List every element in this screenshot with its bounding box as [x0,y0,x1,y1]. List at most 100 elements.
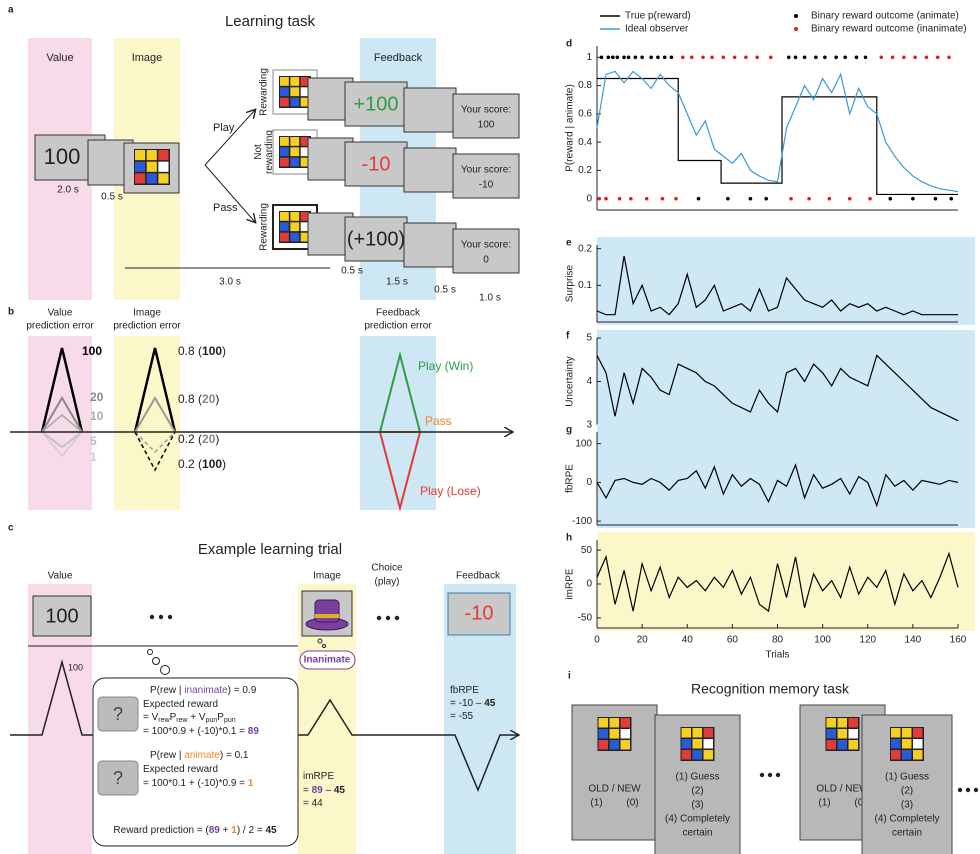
outcome-dot [868,197,872,201]
confidence-option: (4) Completely [665,814,730,825]
phase-header: Feedback [456,571,501,582]
label-part: 100 [202,344,222,358]
label-part: = 100*0.9 + (-10)*0.1 = [143,726,248,737]
outcome-dot [803,56,807,60]
y-tick-label: 5 [586,333,592,344]
label-part: ) = 0.1 [220,750,249,761]
cube-cell [838,718,848,728]
imrpe-line: = 44 [303,798,323,809]
outcome-dot [663,56,667,60]
cube-cell [849,718,859,728]
x-tick-label: 80 [772,635,784,646]
cube-cell [280,87,289,96]
panel-label: c [8,523,14,534]
legend-label: Binary reward outcome (animate) [811,11,959,22]
phase-header: Image [132,52,163,64]
cube-cell [693,739,703,749]
y-tick-label: 0.2 [578,243,592,254]
ellipsis-dot [768,773,772,777]
outcome-dot [604,197,608,201]
label-part: 1 [248,778,254,789]
outcome-dot [879,56,883,60]
outcome-dot [640,56,644,60]
outcome-dot [690,56,694,60]
outcome-dot [889,197,893,201]
phase-header: Value [48,571,73,582]
confidence-option: certain [892,828,922,839]
outcome-text: +100 [353,93,398,115]
unknown-icon-text: ? [113,768,123,788]
legend-symbol [794,27,798,31]
y-tick-label: 4 [586,376,592,387]
duration: 0.5 s [101,192,123,203]
label-part: Expected reward [143,764,218,775]
phase-header: Value [46,52,73,64]
score-value: 100 [478,120,495,131]
choice-arrow [205,110,255,165]
cube-cell [599,729,609,739]
fbrpe-line: = -55 [450,711,474,722]
label-part: = -10 – [450,698,484,709]
peak-label: 100 [68,662,83,672]
phase-header: Choice [371,563,403,574]
ellipsis-dot [974,788,978,792]
outcome-dot [670,56,674,60]
cube-cell [147,150,157,160]
phase-header: Feedback [376,308,421,319]
cube-cell [913,739,923,749]
legend-label: Binary reward outcome (inanimate) [811,24,967,35]
fbrpe-line: fbRPE [450,685,479,696]
x-axis-label: Trials [765,650,789,661]
ellipsis-dot [958,788,962,792]
phase-header: prediction error [364,321,432,332]
label-part: ) [222,344,226,358]
outcome-dot [726,197,730,201]
label-part: 0.8 ( [178,392,202,406]
cube-cell [290,222,299,231]
thought-dot [148,650,153,655]
value-phase [28,336,92,510]
y-tick-label: -50 [578,612,593,623]
label-part: ) [222,457,226,471]
outcome-dot [710,56,714,60]
cube-cell [280,222,289,231]
cube-cell [838,740,848,750]
cube-cell [902,750,912,760]
page: { "figure": { "a": { "label": "a", "titl… [0,0,980,854]
label-part: – [323,785,334,796]
cube-cell [280,158,289,167]
score-card [453,229,519,273]
outcome-type: Not [253,144,264,160]
y-tick-label: -100 [572,516,592,527]
outcome-dot [934,197,938,201]
panel-label: a [8,5,14,16]
outcome-dot [769,56,773,60]
y-tick-label: 1 [586,52,592,63]
cube-cell [280,137,289,146]
x-tick-label: 40 [682,635,694,646]
bubble-line: P(rew | inanimate) = 0.9 [150,685,257,696]
image-level: 0.2 (100) [178,457,226,471]
cube-cell [290,233,299,242]
category-label: Inanimate [304,655,351,666]
y-tick-label: 0.4 [578,137,592,148]
thought-dot [161,666,170,675]
ellipsis-dot [760,773,764,777]
label-part: 89 [248,726,260,737]
label-part: = [303,785,312,796]
cube-cell [827,740,837,750]
cube-cell [290,158,299,167]
memory-prompt: OLD / NEW [588,784,641,795]
outcome-dot [697,197,701,201]
bubble-line: = VrewPrew + VpunPpun [143,712,236,725]
duration: 1.0 s [479,293,501,304]
imrpe-line: imRPE [303,771,334,782]
confidence-option: certain [682,828,712,839]
outcome-dot [787,56,791,60]
legend-symbol [794,14,798,18]
score-label: Your score: [461,240,511,251]
outcome-dot [722,56,726,60]
ellipsis-dot [168,615,172,619]
cube-cell [849,740,859,750]
phase-header: (play) [374,577,399,588]
